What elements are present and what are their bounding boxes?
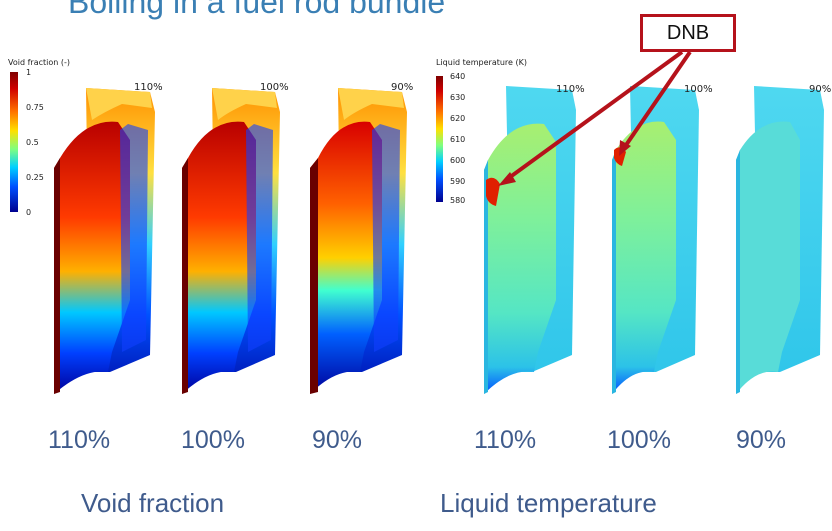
void-tick: 0.75 — [26, 103, 44, 112]
temp-case-label: 90% — [809, 84, 832, 95]
dnb-arrows — [498, 50, 692, 186]
void-colorbar-title: Void fraction (-) — [8, 58, 70, 67]
void-caption: Void fraction — [81, 488, 225, 518]
case-label: 110% — [474, 426, 537, 454]
temp-case-label: 100% — [684, 84, 713, 95]
temp-case-label: 110% — [556, 84, 585, 95]
temp-caption: Liquid temperature — [440, 488, 657, 518]
void-tick: 0.5 — [26, 138, 39, 147]
temp-tick: 590 — [450, 177, 466, 186]
case-label: 100% — [181, 426, 245, 454]
temp-tick: 640 — [450, 72, 466, 81]
dnb-callout: DNB — [640, 14, 736, 52]
temp-colorbar-gradient — [436, 76, 443, 202]
case-label: 100% — [607, 426, 671, 454]
void-rod-110 — [54, 88, 155, 395]
case-label: 110% — [48, 426, 111, 454]
void-colorbar — [10, 72, 18, 212]
temp-rod-110 — [484, 86, 576, 395]
case-label: 90% — [312, 426, 363, 454]
void-case-label: 100% — [260, 82, 289, 93]
void-case-label: 90% — [391, 82, 414, 93]
temp-colorbar-title: Liquid temperature (K) — [436, 58, 527, 67]
temp-colorbar — [436, 76, 443, 202]
temp-tick: 630 — [450, 93, 466, 102]
temp-tick: 620 — [450, 114, 466, 123]
temp-tick: 610 — [450, 135, 466, 144]
case-label: 90% — [736, 426, 787, 454]
temp-tick: 600 — [450, 156, 466, 165]
dnb-arrow-110 — [504, 50, 684, 182]
void-tick: 0.25 — [26, 173, 44, 182]
void-case-label: 110% — [134, 82, 163, 93]
void-colorbar-gradient — [10, 72, 18, 212]
temp-rod-100 — [612, 86, 699, 395]
temp-rod-90 — [736, 86, 824, 395]
void-tick: 1 — [26, 68, 32, 77]
dnb-arrow-100 — [622, 50, 692, 150]
temp-tick: 580 — [450, 196, 466, 205]
void-rod-90 — [310, 88, 407, 395]
slide-title: Boiling in a fuel rod bundle — [68, 0, 446, 20]
void-tick: 0 — [26, 208, 32, 217]
void-rod-100 — [182, 88, 280, 395]
